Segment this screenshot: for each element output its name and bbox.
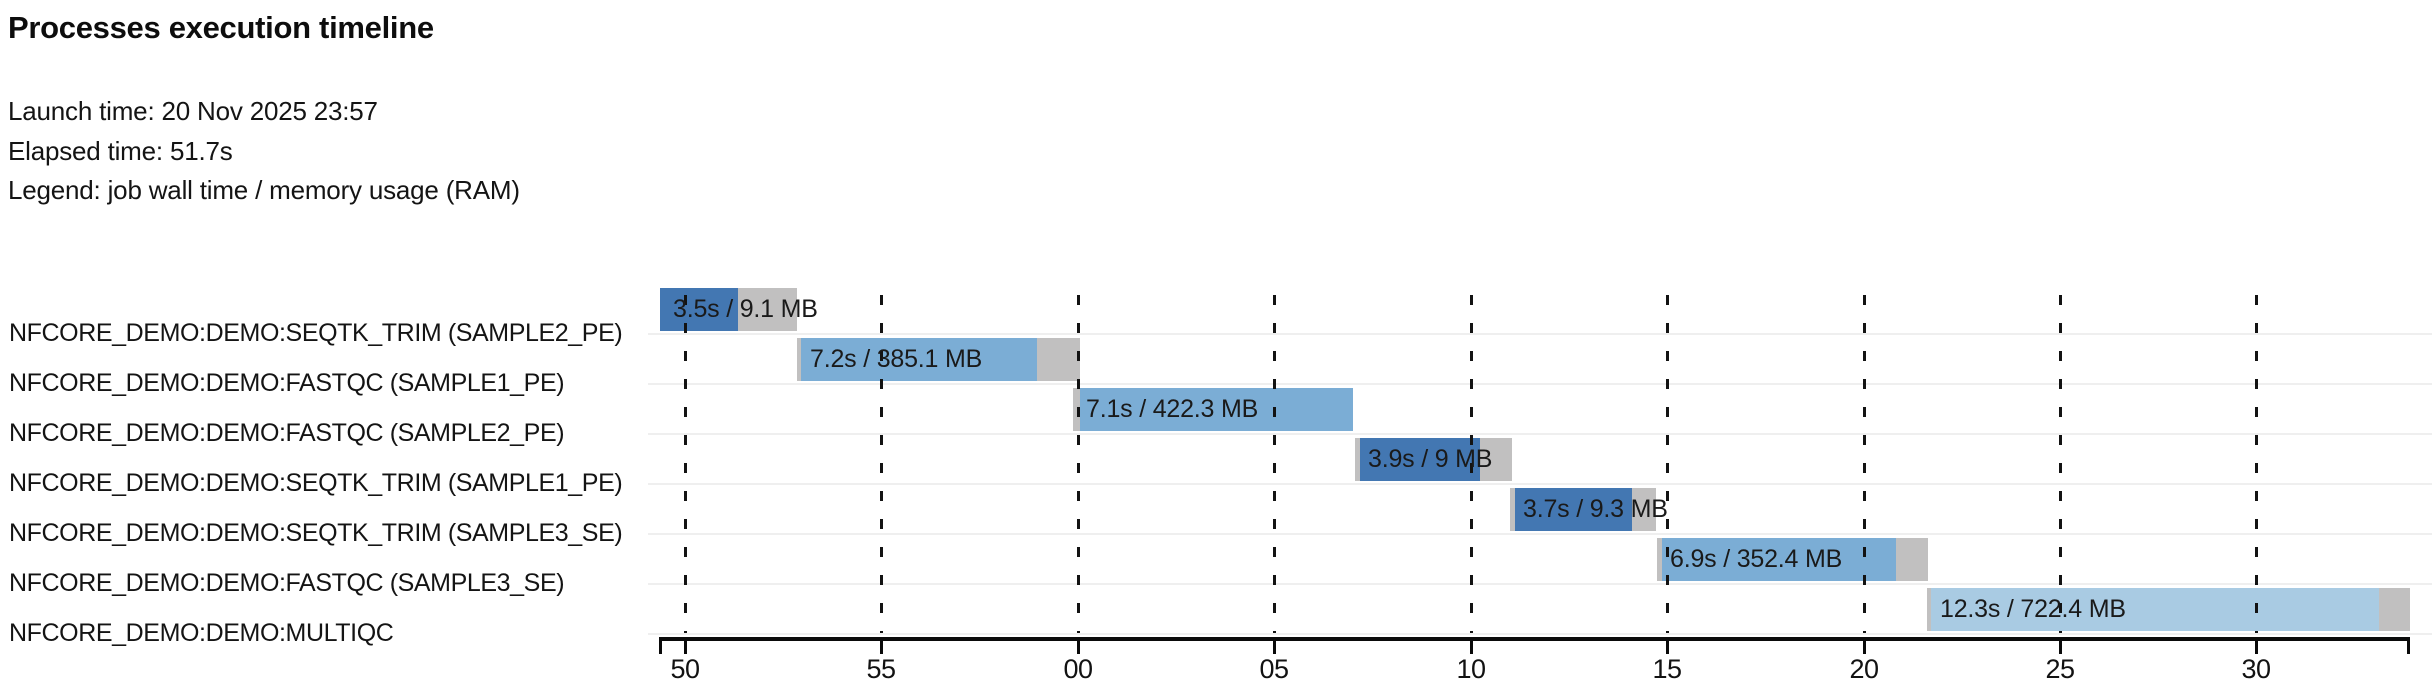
row-separator: [648, 433, 2432, 435]
task-bar: [1073, 388, 1353, 431]
gridline: [684, 295, 687, 633]
task-bar-segment-gray: [1510, 488, 1515, 531]
gridline: [1863, 295, 1866, 633]
process-label: NFCORE_DEMO:DEMO:SEQTK_TRIM (SAMPLE3_SE): [9, 519, 623, 547]
gridline: [880, 295, 883, 633]
task-bar-segment-gray: [797, 338, 801, 381]
task-bar-segment-gray: [1073, 388, 1080, 431]
gridline: [2059, 295, 2062, 633]
x-axis-tick-label: 30: [2241, 654, 2271, 684]
task-bar: [1927, 588, 2410, 631]
row-separator: [648, 333, 2432, 335]
x-axis-tick: [1470, 641, 1473, 654]
legend-text: Legend: job wall time / memory usage (RA…: [8, 175, 520, 205]
task-bar-segment-gray: [1896, 538, 1928, 581]
elapsed-time-text: Elapsed time: 51.7s: [8, 136, 233, 166]
task-bar-segment-gray: [1480, 438, 1512, 481]
task-bar: [1355, 438, 1512, 481]
process-label: NFCORE_DEMO:DEMO:SEQTK_TRIM (SAMPLE2_PE): [9, 319, 623, 347]
task-bar-segment-gray: [1355, 438, 1360, 481]
x-axis-tick-label: 15: [1652, 654, 1682, 684]
x-axis-tick: [684, 641, 687, 654]
x-axis-tick-label: 55: [866, 654, 896, 684]
task-bar-segment-gray: [1632, 488, 1656, 531]
task-bar-segment-gray: [1657, 538, 1662, 581]
gridline: [2255, 295, 2258, 633]
bar-value-label: 6.9s / 352.4 MB: [1670, 545, 1843, 573]
bar-value-label: 7.2s / 385.1 MB: [810, 345, 983, 373]
x-axis-tick-label: 20: [1849, 654, 1879, 684]
process-label: NFCORE_DEMO:DEMO:MULTIQC: [9, 619, 394, 647]
process-label: NFCORE_DEMO:DEMO:FASTQC (SAMPLE1_PE): [9, 369, 565, 397]
row-separator: [648, 633, 2432, 635]
x-axis-tick-label: 25: [2045, 654, 2075, 684]
x-axis-tick-label: 00: [1063, 654, 1093, 684]
task-bar-segment-dark_blue: [1515, 488, 1632, 531]
x-axis-tick: [1077, 641, 1080, 654]
task-bar-segment-gray: [2379, 588, 2410, 631]
x-axis-tick: [880, 641, 883, 654]
x-axis-tick-label: 50: [670, 654, 700, 684]
bar-value-label: 3.5s / 9.1 MB: [673, 295, 818, 323]
x-axis-tick-label: 05: [1259, 654, 1289, 684]
bar-value-label: 3.9s / 9 MB: [1368, 445, 1493, 473]
x-axis-tick: [2059, 641, 2062, 654]
process-label: NFCORE_DEMO:DEMO:FASTQC (SAMPLE3_SE): [9, 569, 565, 597]
x-axis-line: [659, 637, 2410, 641]
row-separator: [648, 383, 2432, 385]
row-separator: [648, 583, 2432, 585]
task-bar: [660, 288, 797, 331]
process-label: NFCORE_DEMO:DEMO:FASTQC (SAMPLE2_PE): [9, 419, 565, 447]
task-bar-segment-gray: [738, 288, 797, 331]
task-bar: [1657, 538, 1928, 581]
task-bar-segment-gray: [1927, 588, 1931, 631]
gridline: [1077, 295, 1080, 633]
bar-value-label: 12.3s / 722.4 MB: [1940, 595, 2126, 623]
x-axis-endcap: [659, 637, 662, 654]
row-separator: [648, 533, 2432, 535]
launch-time-text: Launch time: 20 Nov 2025 23:57: [8, 96, 378, 126]
task-bar-segment-mid_blue: [1080, 388, 1353, 431]
task-bar-segment-dark_blue: [660, 288, 738, 331]
bar-value-label: 3.7s / 9.3 MB: [1523, 495, 1668, 523]
x-axis-tick: [1666, 641, 1669, 654]
task-bar-segment-dark_blue: [1360, 438, 1480, 481]
x-axis-tick: [2255, 641, 2258, 654]
process-label: NFCORE_DEMO:DEMO:SEQTK_TRIM (SAMPLE1_PE): [9, 469, 623, 497]
task-bar: [1510, 488, 1656, 531]
task-bar-segment-mid_blue: [1662, 538, 1896, 581]
gridline: [1666, 295, 1669, 633]
x-axis-tick: [1273, 641, 1276, 654]
task-bar-segment-light_blue: [1931, 588, 2379, 631]
gridline: [1273, 295, 1276, 633]
gridline: [1470, 295, 1473, 633]
task-bar-segment-gray: [1037, 338, 1080, 381]
task-bar: [797, 338, 1080, 381]
bar-value-label: 7.1s / 422.3 MB: [1086, 395, 1259, 423]
x-axis-tick-label: 10: [1456, 654, 1486, 684]
page-title: Processes execution timeline: [8, 10, 434, 45]
task-bar-segment-mid_blue: [801, 338, 1037, 381]
x-axis-endcap: [2407, 637, 2410, 654]
row-separator: [648, 483, 2432, 485]
x-axis-tick: [1863, 641, 1866, 654]
